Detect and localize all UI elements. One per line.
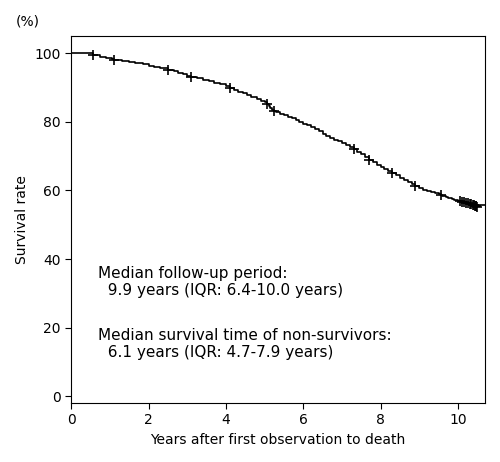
- Y-axis label: Survival rate: Survival rate: [15, 175, 29, 264]
- Point: [226, 84, 234, 91]
- Point: [472, 202, 480, 210]
- Point: [470, 201, 478, 209]
- Point: [436, 191, 444, 199]
- Point: [88, 51, 96, 59]
- Point: [466, 200, 473, 207]
- X-axis label: Years after first observation to death: Years after first observation to death: [150, 433, 406, 447]
- Point: [110, 56, 118, 63]
- Point: [472, 202, 480, 210]
- Text: Median survival time of non-survivors:
  6.1 years (IQR: 4.7-7.9 years): Median survival time of non-survivors: 6…: [98, 328, 392, 360]
- Point: [350, 146, 358, 153]
- Point: [474, 203, 482, 210]
- Point: [365, 156, 373, 163]
- Text: (%): (%): [16, 15, 40, 29]
- Text: Median follow-up period:
  9.9 years (IQR: 6.4-10.0 years): Median follow-up period: 9.9 years (IQR:…: [98, 266, 344, 298]
- Point: [270, 108, 278, 115]
- Point: [460, 199, 468, 206]
- Point: [388, 170, 396, 177]
- Point: [462, 199, 469, 207]
- Point: [164, 66, 172, 73]
- Point: [468, 201, 475, 208]
- Point: [470, 201, 478, 208]
- Point: [187, 73, 195, 80]
- Point: [262, 101, 270, 108]
- Point: [412, 182, 420, 190]
- Point: [471, 202, 479, 209]
- Point: [464, 200, 471, 207]
- Point: [458, 198, 466, 206]
- Point: [456, 198, 464, 205]
